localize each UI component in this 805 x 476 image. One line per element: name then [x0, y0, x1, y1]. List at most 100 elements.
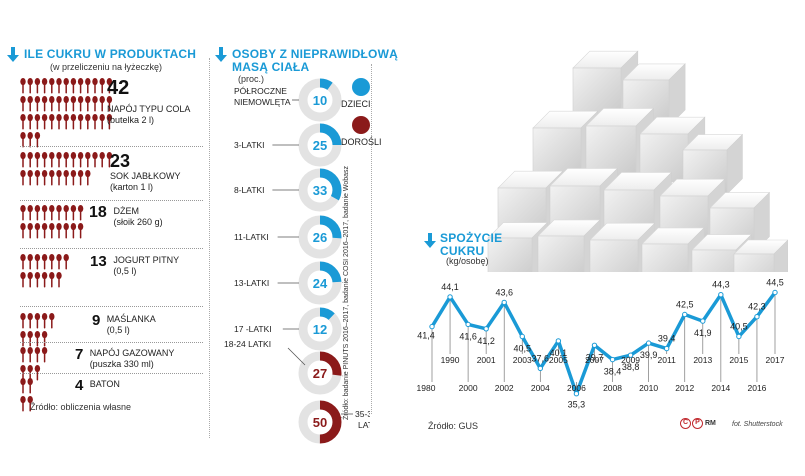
- teaspoon-icon: [49, 223, 55, 239]
- row-label: 35-39: [355, 409, 370, 419]
- item-label-name: JOGURT PITNY: [113, 255, 180, 265]
- teaspoon-icon: [41, 272, 48, 288]
- teaspoon-icon: [34, 96, 41, 112]
- teaspoon-icon: [99, 152, 105, 168]
- teaspoon-icon: [41, 205, 48, 221]
- item-label-name: NAPÓJ GAZOWANY: [89, 348, 175, 358]
- line-chart-title: SPOŻYCIE CUKRU: [440, 231, 503, 258]
- item-label: JOGURT PITNY (0,5 l): [113, 255, 179, 277]
- line-chart-source: Źródło: GUS: [428, 421, 479, 431]
- spoon-group: [20, 254, 69, 288]
- teaspoon-icon: [63, 152, 69, 168]
- item-value: 42: [107, 77, 130, 99]
- teaspoon-icon: [63, 170, 69, 186]
- donut: 50 35-39LATKI: [298, 400, 370, 444]
- tick-label: 2010: [639, 383, 658, 393]
- teaspoon-icon: [56, 170, 62, 186]
- teaspoon-icon: [20, 347, 26, 363]
- item-label: NAPÓJ GAZOWANY (puszka 330 ml): [90, 348, 175, 370]
- value-label: 41,2: [477, 336, 495, 346]
- left-subtitle: (w przeliczeniu na łyżeczkę): [50, 62, 163, 72]
- teaspoon-icon: [20, 396, 26, 412]
- donut-value: 50: [313, 415, 327, 430]
- teaspoon-icon: [49, 78, 55, 94]
- series-line: [430, 291, 777, 396]
- value-label: 37,6: [532, 353, 550, 363]
- data-point: [591, 342, 598, 349]
- legend-adults-dot: [352, 116, 370, 134]
- teaspoon-icon: [99, 96, 105, 112]
- data-point: [483, 326, 489, 332]
- teaspoon-icon: [70, 114, 77, 130]
- separator: [209, 58, 210, 438]
- donut-arc: [298, 400, 342, 444]
- value-label: 44,5: [766, 278, 784, 288]
- donut-arc: [298, 307, 342, 351]
- teaspoon-icon: [27, 396, 33, 412]
- row-label: 11-LATKI: [234, 232, 269, 242]
- teaspoon-icon: [41, 313, 48, 329]
- teaspoon-icon: [20, 132, 26, 148]
- value-label: 39,4: [658, 334, 676, 344]
- data-point: [537, 365, 544, 372]
- item-label-unit: (puszka 330 ml): [89, 359, 154, 369]
- down-arrow-icon: [7, 47, 19, 62]
- teaspoon-icon: [77, 170, 84, 186]
- copyright-icon: C: [680, 418, 691, 429]
- teaspoon-icon: [70, 170, 77, 186]
- teaspoon-icon: [27, 254, 33, 270]
- teaspoon-icon: [56, 205, 62, 221]
- value-label: 40,5: [730, 322, 748, 332]
- teaspoon-icon: [20, 331, 26, 347]
- item-label: MAŚLANKA (0,5 l): [107, 314, 156, 336]
- teaspoon-icon: [49, 152, 55, 168]
- teaspoon-icon: [106, 96, 113, 112]
- teaspoon-icon: [77, 223, 84, 239]
- value-label: 38,4: [604, 367, 622, 377]
- item-label-name: DŻEM: [113, 206, 140, 216]
- sugar-cube: [487, 221, 549, 272]
- teaspoon-icon: [56, 272, 62, 288]
- teaspoon-icon: [92, 152, 98, 168]
- tick-label: 2005: [549, 355, 568, 365]
- value-label: 39,9: [640, 350, 658, 360]
- teaspoon-icon: [77, 114, 84, 130]
- item-label-name: BATON: [89, 379, 120, 389]
- teaspoon-icon: [41, 223, 48, 239]
- teaspoon-icon: [27, 78, 33, 94]
- row-label: 8-LATKI: [234, 185, 265, 195]
- teaspoon-icon: [63, 254, 69, 270]
- middle-source: Źródło: badanie PINUTS 2016–2017, badani…: [343, 166, 350, 420]
- teaspoon-icon: [20, 313, 26, 329]
- item-label-name: MAŚLANKA: [106, 314, 156, 324]
- value-label: 35,3: [568, 400, 586, 410]
- legend-children-dot: [352, 78, 370, 96]
- teaspoon-icon: [34, 78, 41, 94]
- value-label: 40,1: [550, 348, 568, 358]
- value-label: 43,6: [495, 287, 513, 297]
- teaspoon-icon: [70, 96, 77, 112]
- tick-label: 2009: [621, 355, 640, 365]
- teaspoon-icon: [20, 152, 26, 168]
- teaspoon-icon: [20, 170, 26, 186]
- teaspoon-icon: [85, 114, 91, 130]
- data-point: [736, 333, 742, 340]
- item-label-unit: (0,5 l): [113, 266, 137, 276]
- donut-value: 24: [313, 276, 328, 291]
- teaspoon-icon: [34, 272, 41, 288]
- teaspoon-icon: [56, 78, 62, 94]
- middle-subtitle: (proc.): [238, 74, 265, 84]
- tick-label: 2006: [567, 383, 586, 393]
- teaspoon-icon: [41, 254, 48, 270]
- teaspoon-icon: [56, 254, 62, 270]
- row-label: LATKI: [358, 420, 370, 430]
- separator: [371, 64, 372, 414]
- teaspoon-icon: [34, 347, 41, 363]
- spoon-group: [20, 205, 84, 239]
- data-point: [519, 333, 525, 340]
- teaspoon-icon: [49, 254, 55, 270]
- row-label: 18-24 LATKI: [224, 339, 271, 349]
- item-label-name: SOK JABŁKOWY: [110, 171, 181, 181]
- item-label-unit: (0,5 l): [106, 325, 130, 335]
